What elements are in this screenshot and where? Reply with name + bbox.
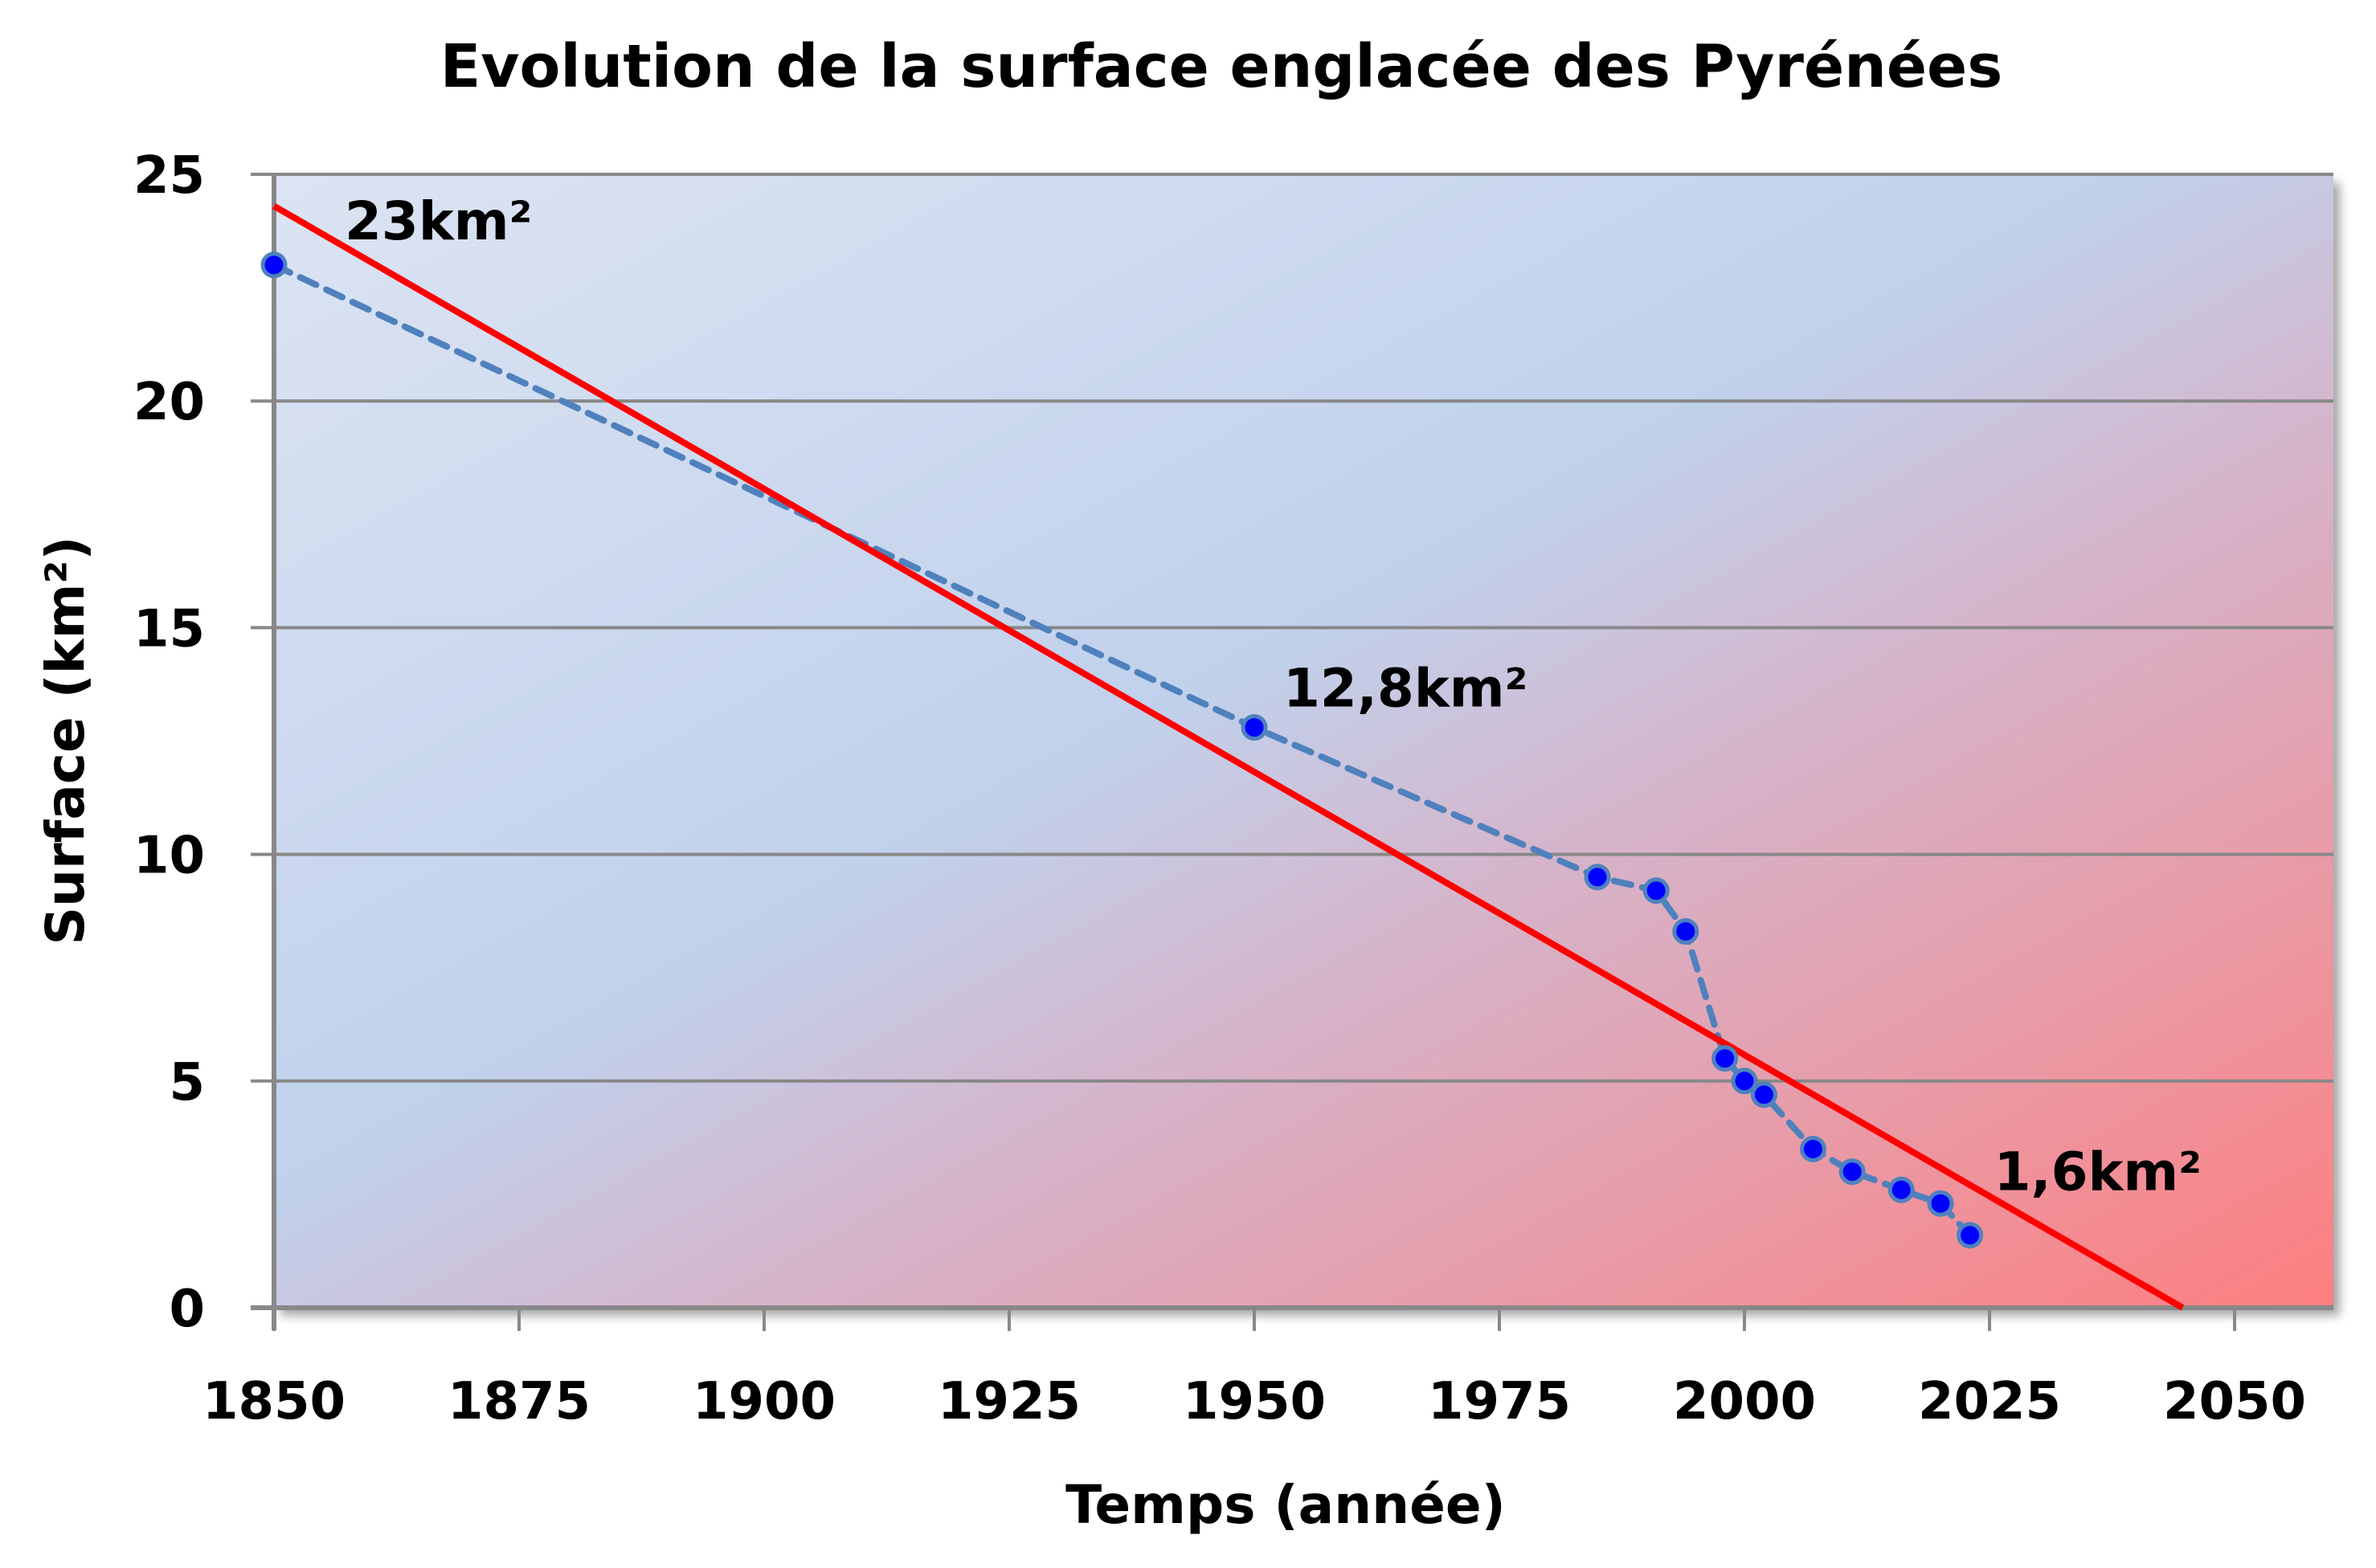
y-tick-label: 0 xyxy=(169,1280,205,1339)
y-tick-label: 10 xyxy=(133,827,205,886)
y-tick-label: 25 xyxy=(133,146,205,206)
data-point xyxy=(1750,1081,1777,1109)
x-tick-label: 1850 xyxy=(202,1372,346,1431)
data-label: 23km² xyxy=(345,190,532,252)
data-point xyxy=(1711,1045,1739,1072)
data-point xyxy=(1838,1158,1866,1186)
data-point xyxy=(1731,1068,1758,1095)
plot-area xyxy=(274,174,2333,1308)
y-axis-title: Surface (km²) xyxy=(35,536,96,945)
x-axis-title: Temps (année) xyxy=(1065,1474,1506,1536)
x-tick-label: 1975 xyxy=(1428,1372,1571,1431)
x-tick-label: 2025 xyxy=(1918,1372,2061,1431)
data-point xyxy=(1584,864,1611,891)
data-label: 1,6km² xyxy=(1994,1141,2202,1203)
y-tick-label: 5 xyxy=(169,1053,205,1113)
trend-line xyxy=(272,203,2185,1311)
data-label: 12,8km² xyxy=(1283,658,1527,720)
x-tick-label: 1925 xyxy=(938,1372,1081,1431)
y-tick-label: 20 xyxy=(133,373,205,432)
x-axis-ticks: 1850 1875 1900 1925 1950 1975 2000 2025 2050 xyxy=(202,1308,2306,1431)
data-point xyxy=(1927,1190,1954,1217)
series-layer xyxy=(260,203,2185,1311)
y-axis-ticks: 0 5 10 15 20 25 xyxy=(133,146,274,1339)
y-tick-label: 15 xyxy=(133,599,205,659)
chart-title: Evolution de la surface englacée des Pyr… xyxy=(440,32,2003,101)
data-point xyxy=(260,251,288,279)
data-point xyxy=(1957,1222,1984,1249)
x-tick-label: 1875 xyxy=(448,1372,591,1431)
data-point xyxy=(1642,877,1670,904)
annotations: 23km² 12,8km² 1,6km² xyxy=(345,190,2202,1203)
x-tick-label: 1950 xyxy=(1183,1372,1326,1431)
data-point xyxy=(1887,1176,1915,1203)
x-tick-label: 1900 xyxy=(693,1372,836,1431)
x-tick-label: 2050 xyxy=(2163,1372,2306,1431)
x-tick-label: 2000 xyxy=(1673,1372,1816,1431)
data-point xyxy=(1672,918,1699,945)
data-point xyxy=(1241,714,1268,741)
data-point xyxy=(1799,1135,1826,1162)
